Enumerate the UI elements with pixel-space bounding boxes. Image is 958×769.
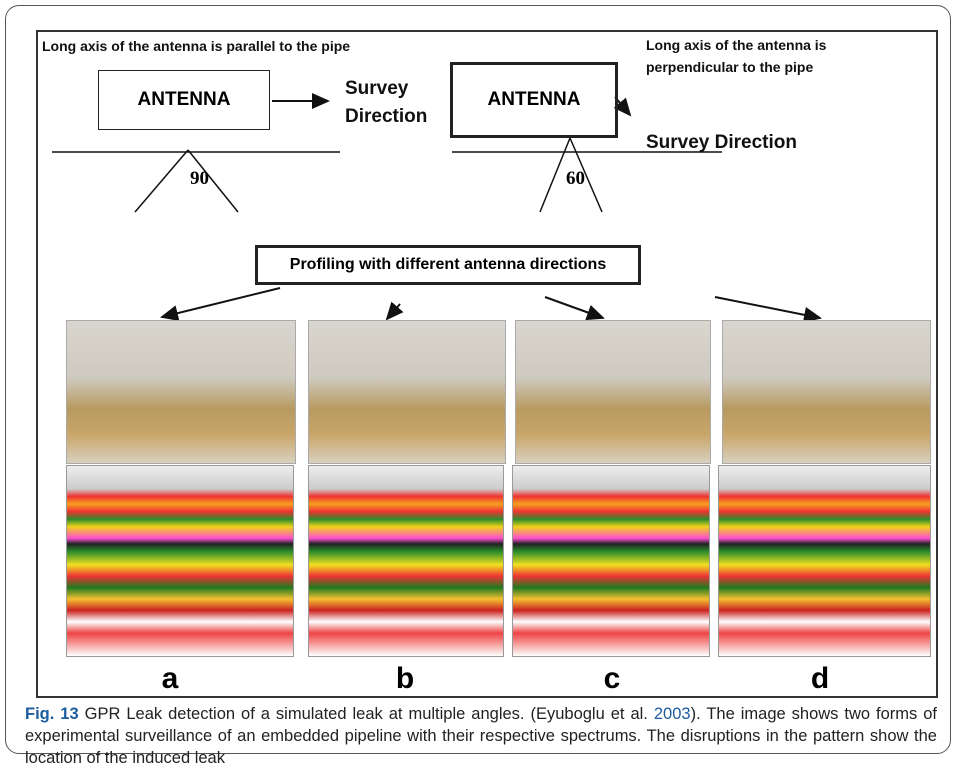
antenna-box: ANTENNA xyxy=(450,62,618,138)
profiling-box: Profiling with different antenna directi… xyxy=(255,245,641,285)
arrow xyxy=(545,297,603,318)
angle-label: 90 xyxy=(190,168,209,190)
photo xyxy=(722,320,931,464)
photo xyxy=(308,320,506,464)
page: Long axis of the antenna is parallel to … xyxy=(0,0,958,761)
photo xyxy=(515,320,711,464)
panel-letter: c xyxy=(592,662,632,696)
panel-letter: d xyxy=(800,662,840,696)
photo xyxy=(66,320,296,464)
arrow xyxy=(162,288,280,317)
gpr-scan xyxy=(512,465,710,657)
direction-label: Survey Direction xyxy=(646,132,797,154)
caption-text: GPR Leak detection of a simulated leak a… xyxy=(79,705,654,723)
angle-label: 60 xyxy=(566,168,585,190)
gpr-scan xyxy=(66,465,294,657)
arrow xyxy=(715,297,820,318)
gpr-scan xyxy=(718,465,931,657)
caption: Fig. 13 GPR Leak detection of a simulate… xyxy=(25,703,937,769)
antenna-box: ANTENNA xyxy=(98,70,270,130)
caption-label: Fig. 13 xyxy=(25,705,79,723)
direction-line: Direction xyxy=(345,103,427,131)
angle-line xyxy=(135,150,188,212)
panel-letter: b xyxy=(385,662,425,696)
citation-link[interactable]: 2003 xyxy=(654,705,691,723)
panel-letter: a xyxy=(150,662,190,696)
direction-line: Survey xyxy=(345,75,427,103)
diagram-note: Long axis of the antenna is perpendicula… xyxy=(646,34,876,78)
gpr-scan xyxy=(308,465,504,657)
direction-label: Survey Direction xyxy=(345,75,427,131)
arrow xyxy=(387,304,400,319)
diagram-note: Long axis of the antenna is parallel to … xyxy=(42,38,350,54)
